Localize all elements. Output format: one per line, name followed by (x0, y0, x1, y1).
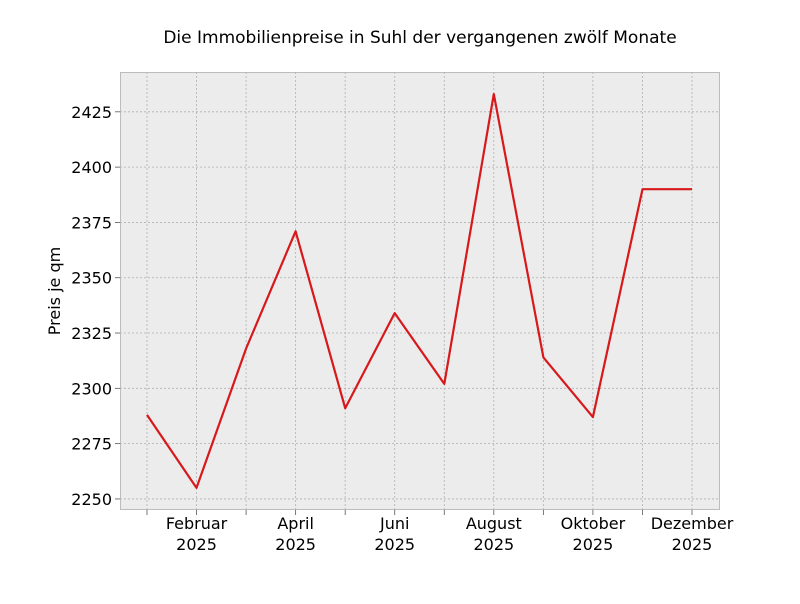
x-tick-label-year: 2025 (275, 535, 316, 554)
x-tick-label-year: 2025 (176, 535, 217, 554)
y-tick-label: 2400 (71, 158, 112, 177)
y-tick-label: 2350 (71, 269, 112, 288)
x-tick-label: Dezember (651, 514, 734, 533)
y-tick-label: 2300 (71, 379, 112, 398)
x-tick-label: April (277, 514, 314, 533)
y-tick-label: 2325 (71, 324, 112, 343)
x-tick-label-year: 2025 (473, 535, 514, 554)
y-tick-label: 2275 (71, 435, 112, 454)
x-tick-label: Oktober (561, 514, 626, 533)
x-tick-label: August (466, 514, 522, 533)
chart-title: Die Immobilienpreise in Suhl der vergang… (163, 28, 676, 48)
x-tick-label-year: 2025 (672, 535, 713, 554)
y-tick-label: 2425 (71, 103, 112, 122)
x-tick-label: Februar (166, 514, 228, 533)
x-tick-label-year: 2025 (573, 535, 614, 554)
x-tick-label: Juni (379, 514, 409, 533)
y-tick-label: 2250 (71, 490, 112, 509)
x-tick-label-year: 2025 (374, 535, 415, 554)
y-axis-label: Preis je qm (45, 247, 64, 335)
y-tick-label: 2375 (71, 213, 112, 232)
